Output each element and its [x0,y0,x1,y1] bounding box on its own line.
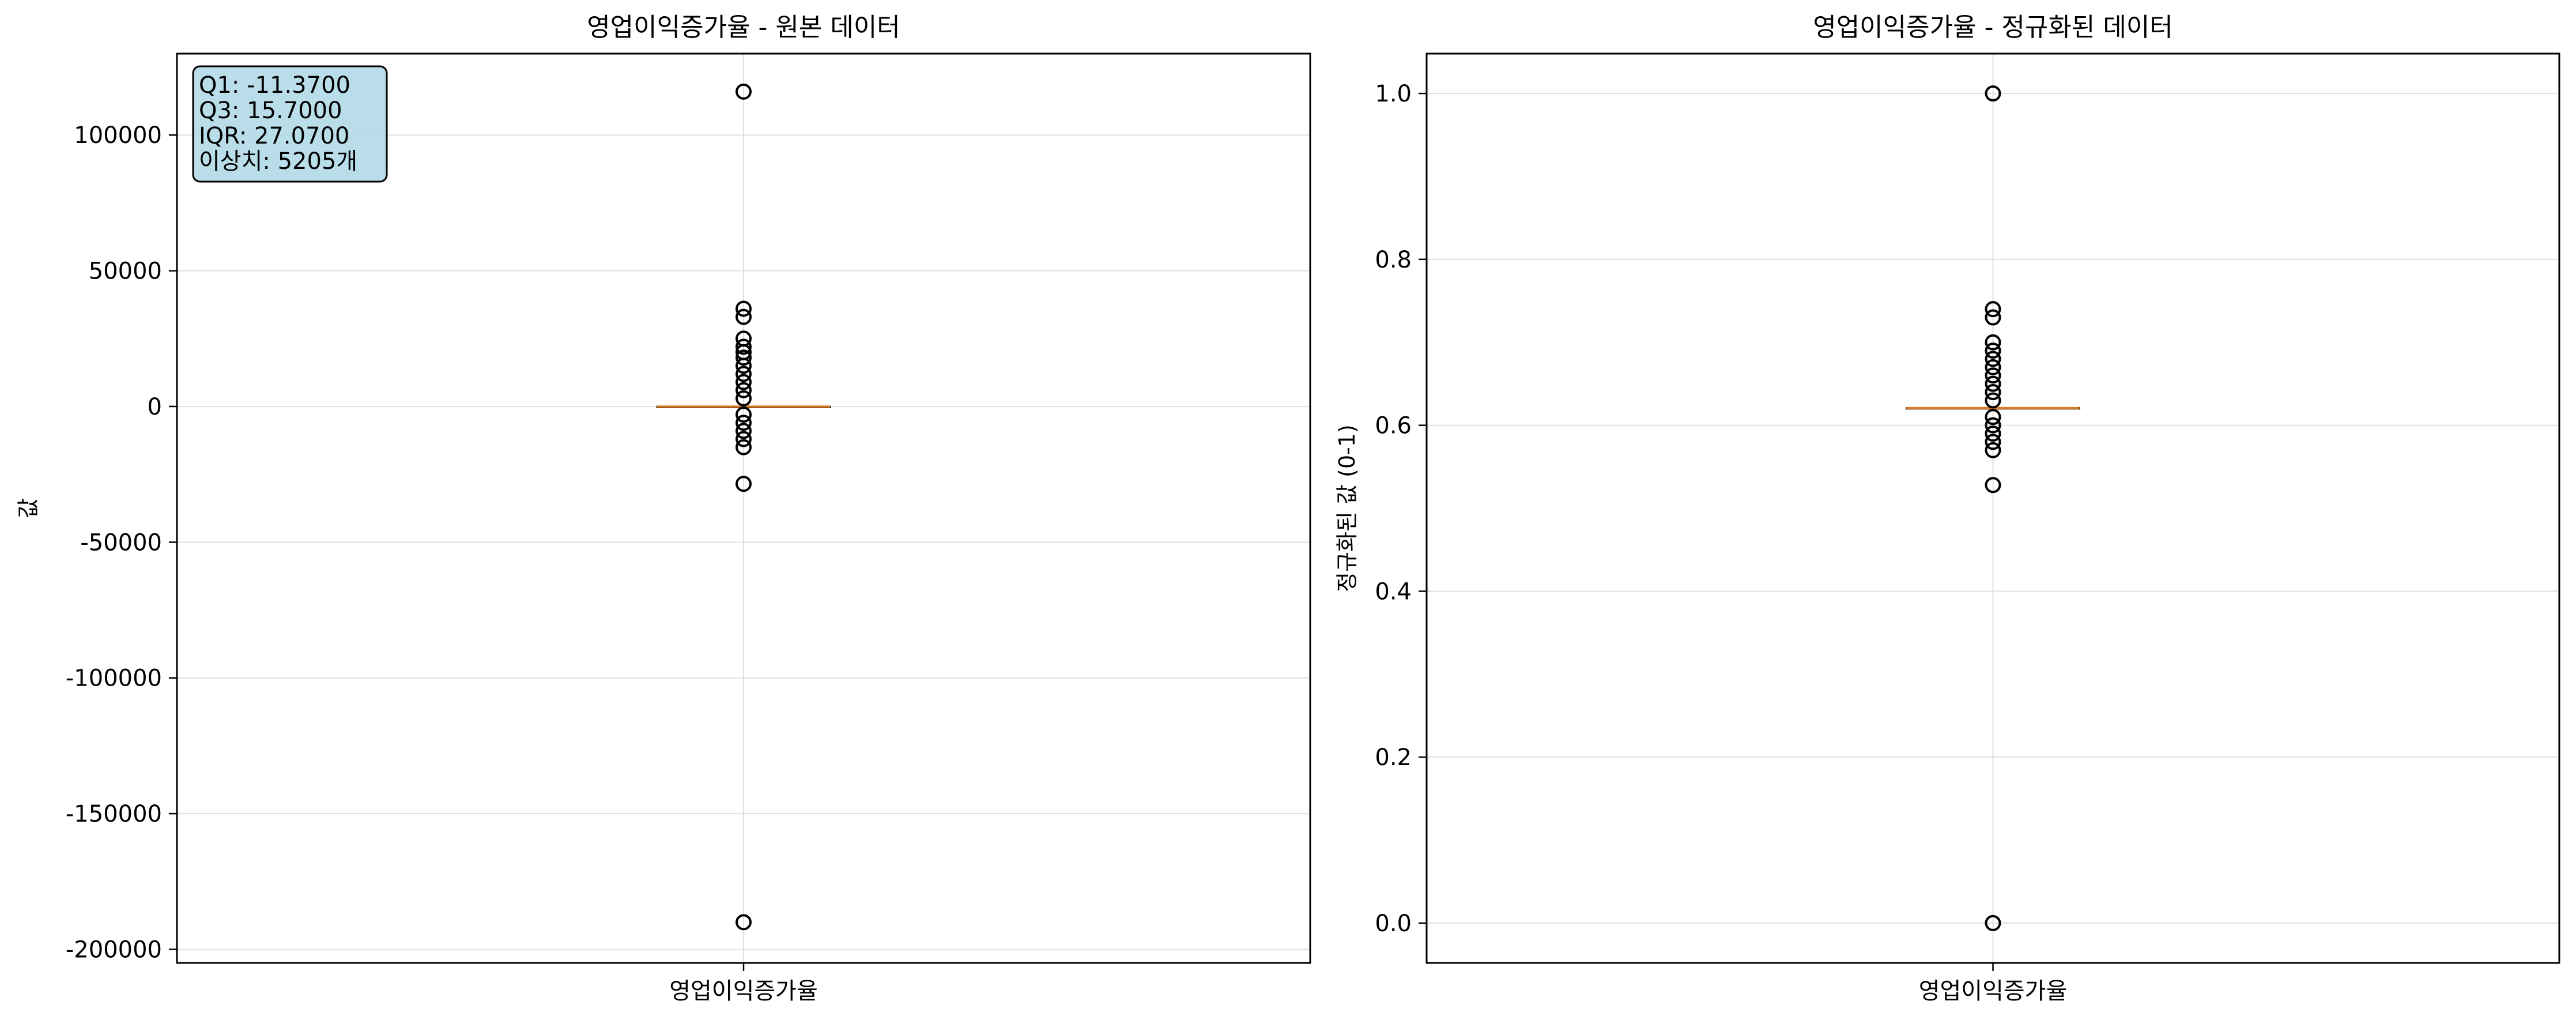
y-axis-label: 정규화된 값 (0-1) [1334,424,1360,592]
stats-line: Q3: 15.7000 [199,97,342,124]
x-tick-label: 영업이익증가율 [1919,978,2068,1004]
outlier-point [736,308,752,325]
stats-box [192,65,388,183]
outlier-point [1985,442,2001,458]
outlier-point [736,357,752,374]
stats-line: Q1: -11.3700 [199,72,350,99]
outlier-point [736,349,752,366]
chart-title: 영업이익증가율 - 정규화된 데이터 [1813,13,2173,42]
outlier-point [1985,384,2001,401]
stats-line: IQR: 27.0700 [199,123,349,149]
outlier-point [1985,409,2001,426]
outlier-point [736,439,752,456]
outlier-point [1985,301,2001,318]
y-tick-label: -100000 [66,665,162,692]
outlier-point [736,914,752,931]
outlier-point [1985,375,2001,392]
outlier-point [1985,351,2001,367]
outlier-point [736,366,752,382]
x-tick-label: 영업이익증가율 [669,978,818,1004]
outlier-point [736,374,752,390]
outlier-point [736,390,752,407]
outlier-point [1985,434,2001,450]
y-tick-label: 0.0 [1375,910,1412,937]
axes-frame [1425,52,2560,964]
outlier-point [1985,426,2001,442]
chart-title: 영업이익증가율 - 원본 데이터 [587,13,900,42]
y-tick-label: 0.8 [1375,247,1412,273]
y-tick-label: 0.2 [1375,744,1412,771]
y-tick-label: -50000 [80,529,162,556]
outlier-point [1985,309,2001,326]
y-tick-label: 100000 [74,122,162,149]
outlier-point [736,300,752,317]
stats-line: 이상치: 5205개 [199,148,357,175]
outlier-point [736,476,752,492]
outlier-point [1985,342,2001,359]
y-tick-label: -200000 [66,936,162,963]
outlier-point [736,382,752,398]
outlier-point [736,423,752,439]
outlier-point [1985,334,2001,351]
outlier-point [1985,914,2001,931]
y-tick-label: -150000 [66,801,162,827]
outlier-point [736,431,752,447]
y-tick-label: 0 [148,394,162,420]
outlier-point [1985,85,2001,102]
outlier-point [736,407,752,423]
y-axis-label: 값 [16,498,41,518]
outlier-point [1985,359,2001,375]
outlier-point [1985,477,2001,494]
y-tick-label: 1.0 [1375,81,1412,107]
outlier-point [736,338,752,355]
outlier-point [736,415,752,431]
outlier-point [736,83,752,100]
outlier-point [1985,417,2001,434]
axes-frame [176,52,1311,964]
outlier-point [1985,367,2001,384]
outlier-point [1985,392,2001,409]
y-tick-label: 50000 [89,258,162,285]
y-tick-label: 0.6 [1375,413,1412,439]
y-tick-label: 0.4 [1375,578,1412,605]
